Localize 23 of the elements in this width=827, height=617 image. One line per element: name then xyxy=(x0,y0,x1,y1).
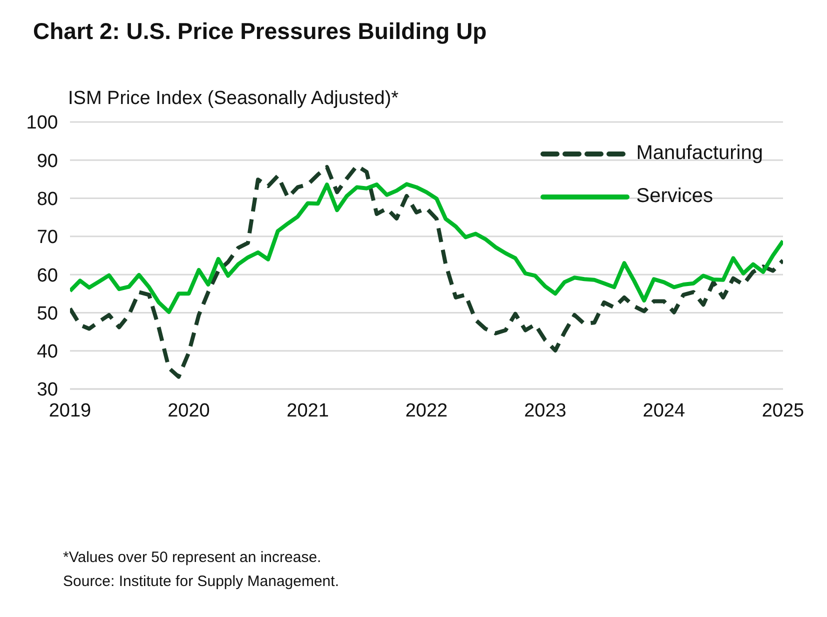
legend-label: Manufacturing xyxy=(636,142,763,165)
text: *Values over 50 represent an increase. xyxy=(63,548,322,568)
y-tick-label: 40 xyxy=(36,342,58,363)
legend-label: Services xyxy=(636,185,713,208)
x-tick-label: 2021 xyxy=(286,400,329,422)
source-note: Source: Institute for Supply Management. xyxy=(63,572,339,592)
line-series xyxy=(70,164,783,379)
x-tick-label: 2025 xyxy=(762,400,804,422)
x-tick-label: 2024 xyxy=(642,400,686,422)
y-axis-title: ISM Price Index (Seasonally Adjusted)* xyxy=(68,88,399,110)
chart-title: Chart 2: U.S. Price Pressures Building Up xyxy=(33,18,487,45)
y-tick-label: 90 xyxy=(36,150,58,172)
x-tick-label: 2023 xyxy=(524,400,566,422)
x-tick-label: 2020 xyxy=(168,400,210,422)
y-tick-label: 30 xyxy=(36,380,58,401)
y-tick-label: 60 xyxy=(36,265,58,286)
x-tick-label: 2019 xyxy=(48,400,92,422)
y-tick-label: 50 xyxy=(36,303,58,324)
y-tick-label: 70 xyxy=(36,227,58,248)
y-tick-label: 80 xyxy=(36,189,58,210)
line-series xyxy=(70,182,783,314)
x-tick-label: 2022 xyxy=(405,400,448,422)
y-tick-label: 100 xyxy=(26,112,58,134)
